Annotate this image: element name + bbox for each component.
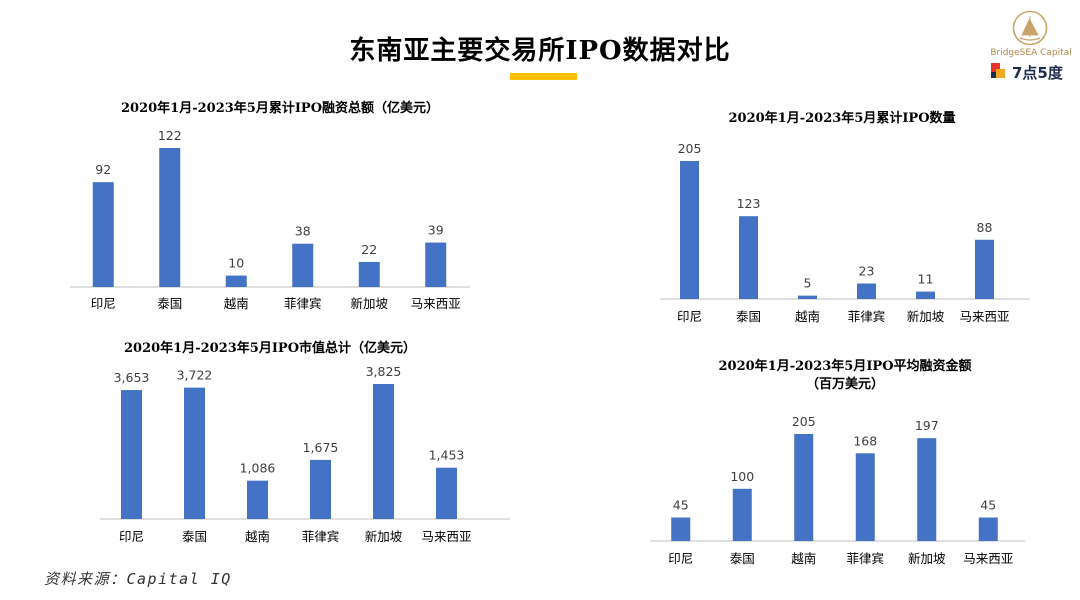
chart-svg-1: 2020年1月-2023年5月累计IPO数量 205 印尼 123 泰国 5 越南 23 菲律宾… bbox=[660, 110, 1030, 324]
sail-emblem-icon bbox=[1012, 10, 1048, 46]
category-label: 新加坡 bbox=[907, 309, 945, 324]
page-title: 东南亚主要交易所IPO数据对比 bbox=[349, 36, 731, 66]
brand-name-1: BridgeSEA Capital bbox=[990, 48, 1072, 58]
data-label: 1,453 bbox=[429, 448, 465, 463]
data-label: 10 bbox=[228, 256, 244, 271]
data-label: 168 bbox=[853, 433, 877, 448]
chart-title: 2020年1月-2023年5月累计IPO数量 bbox=[728, 110, 955, 126]
chart-ipo-count: 2020年1月-2023年5月累计IPO数量 205 印尼 123 泰国 5 越南 23 菲律宾… bbox=[650, 102, 1040, 332]
bar bbox=[975, 239, 994, 299]
chart-title: 2020年1月-2023年5月累计IPO融资总额（亿美元） bbox=[121, 100, 439, 116]
brand-2: 7点5度 bbox=[990, 61, 1080, 82]
chart-title: 2020年1月-2023年5月IPO市值总计（亿美元） bbox=[124, 340, 416, 356]
category-label: 印尼 bbox=[668, 551, 693, 566]
bar bbox=[916, 291, 935, 299]
category-label: 越南 bbox=[224, 296, 249, 311]
category-label: 越南 bbox=[245, 529, 270, 544]
data-label: 11 bbox=[918, 272, 934, 287]
chart-title: （百万美元） bbox=[806, 376, 884, 392]
category-label: 马来西亚 bbox=[963, 551, 1013, 566]
chart-ipo-market-cap: 2020年1月-2023年5月IPO市值总计（亿美元） 3,653 印尼 3,722 泰… bbox=[90, 332, 510, 557]
brand-logo: BridgeSEA Capital 7点5度 bbox=[986, 8, 1076, 88]
category-label: 新加坡 bbox=[908, 551, 946, 566]
bar bbox=[373, 384, 394, 519]
category-label: 泰国 bbox=[736, 309, 761, 324]
category-label: 印尼 bbox=[91, 296, 116, 311]
bar bbox=[184, 387, 205, 519]
data-label: 22 bbox=[361, 242, 377, 257]
bar bbox=[121, 390, 142, 519]
category-label: 马来西亚 bbox=[421, 529, 471, 544]
bar bbox=[436, 467, 457, 519]
bar bbox=[680, 161, 699, 299]
chart-svg-0: 2020年1月-2023年5月累计IPO融资总额（亿美元） 92 印尼 122 泰国 10… bbox=[70, 100, 470, 311]
category-label: 马来西亚 bbox=[959, 309, 1009, 324]
data-label: 123 bbox=[737, 196, 761, 211]
category-label: 菲律宾 bbox=[848, 309, 886, 324]
category-label: 越南 bbox=[791, 551, 816, 566]
brand-name-2: 7点5度 bbox=[1012, 64, 1063, 82]
bar bbox=[292, 243, 314, 287]
data-label: 205 bbox=[792, 414, 816, 429]
bar bbox=[358, 261, 380, 287]
data-label: 39 bbox=[428, 223, 444, 238]
bar bbox=[671, 517, 691, 541]
chart-ipo-average-raised: 2020年1月-2023年5月IPO平均融资金额 （百万美元） 45 印尼 100 泰国 2… bbox=[635, 350, 1035, 575]
bar bbox=[794, 434, 814, 541]
data-label: 3,653 bbox=[114, 370, 150, 385]
bar bbox=[798, 295, 817, 299]
category-label: 泰国 bbox=[157, 296, 182, 311]
category-label: 菲律宾 bbox=[302, 529, 340, 544]
data-label: 122 bbox=[158, 128, 182, 143]
category-label: 泰国 bbox=[182, 529, 207, 544]
category-label: 印尼 bbox=[677, 309, 702, 324]
chart-title: 2020年1月-2023年5月IPO平均融资金额 bbox=[718, 358, 971, 374]
category-label: 印尼 bbox=[119, 529, 144, 544]
data-label: 3,825 bbox=[366, 364, 402, 379]
data-label: 88 bbox=[977, 220, 993, 235]
bar bbox=[739, 216, 758, 299]
chart-svg-3: 2020年1月-2023年5月IPO平均融资金额 （百万美元） 45 印尼 100 泰国 2… bbox=[650, 358, 1025, 566]
bar bbox=[917, 438, 937, 541]
bar bbox=[855, 453, 875, 541]
chart-svg-2: 2020年1月-2023年5月IPO市值总计（亿美元） 3,653 印尼 3,722 泰… bbox=[100, 340, 510, 544]
bar bbox=[732, 488, 752, 541]
chart-ipo-total-raised: 2020年1月-2023年5月累计IPO融资总额（亿美元） 92 印尼 122 泰国 10… bbox=[60, 92, 480, 317]
data-label: 1,086 bbox=[240, 461, 276, 476]
bar bbox=[92, 182, 114, 287]
data-label: 45 bbox=[980, 498, 996, 513]
source-note: 资料来源：Capital IQ bbox=[44, 570, 232, 588]
data-label: 1,675 bbox=[303, 440, 339, 455]
data-label: 23 bbox=[859, 264, 875, 279]
bar bbox=[159, 148, 181, 287]
category-label: 马来西亚 bbox=[411, 296, 461, 311]
data-label: 38 bbox=[295, 224, 311, 239]
cube-logo-icon bbox=[991, 63, 1005, 78]
bar bbox=[857, 283, 876, 299]
category-label: 越南 bbox=[795, 309, 820, 324]
data-label: 3,722 bbox=[177, 368, 213, 383]
bar bbox=[425, 242, 447, 287]
data-label: 45 bbox=[673, 498, 689, 513]
category-label: 泰国 bbox=[730, 551, 755, 566]
title-underline bbox=[510, 73, 577, 80]
bar bbox=[225, 275, 247, 287]
data-label: 100 bbox=[730, 469, 754, 484]
category-label: 新加坡 bbox=[350, 296, 388, 311]
data-label: 92 bbox=[95, 162, 111, 177]
category-label: 菲律宾 bbox=[284, 296, 322, 311]
category-label: 菲律宾 bbox=[846, 551, 884, 566]
data-label: 205 bbox=[678, 141, 702, 156]
data-label: 197 bbox=[915, 418, 939, 433]
category-label: 新加坡 bbox=[365, 529, 403, 544]
data-label: 5 bbox=[804, 276, 812, 291]
bar bbox=[310, 459, 331, 519]
bar bbox=[978, 517, 998, 541]
bar bbox=[247, 480, 268, 519]
